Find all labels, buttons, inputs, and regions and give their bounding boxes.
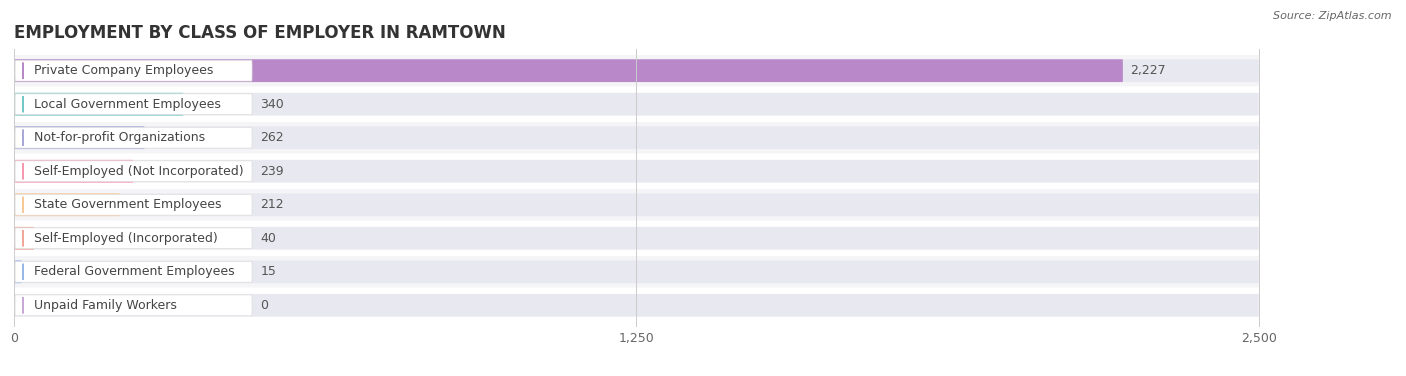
FancyBboxPatch shape bbox=[15, 127, 252, 148]
Text: 262: 262 bbox=[260, 131, 284, 144]
FancyBboxPatch shape bbox=[14, 227, 1258, 250]
FancyBboxPatch shape bbox=[14, 294, 1258, 317]
FancyBboxPatch shape bbox=[15, 228, 252, 249]
Text: 2,227: 2,227 bbox=[1130, 64, 1166, 77]
Text: 239: 239 bbox=[260, 165, 284, 178]
FancyBboxPatch shape bbox=[14, 261, 21, 283]
FancyBboxPatch shape bbox=[14, 59, 1258, 82]
Text: EMPLOYMENT BY CLASS OF EMPLOYER IN RAMTOWN: EMPLOYMENT BY CLASS OF EMPLOYER IN RAMTO… bbox=[14, 24, 506, 42]
FancyBboxPatch shape bbox=[15, 261, 252, 282]
FancyBboxPatch shape bbox=[14, 256, 1258, 288]
FancyBboxPatch shape bbox=[14, 88, 1258, 120]
FancyBboxPatch shape bbox=[14, 189, 1258, 220]
FancyBboxPatch shape bbox=[15, 94, 252, 115]
FancyBboxPatch shape bbox=[14, 261, 1258, 283]
FancyBboxPatch shape bbox=[14, 193, 1258, 216]
FancyBboxPatch shape bbox=[14, 93, 183, 115]
Text: Federal Government Employees: Federal Government Employees bbox=[34, 265, 235, 278]
Text: 340: 340 bbox=[260, 98, 284, 111]
FancyBboxPatch shape bbox=[14, 160, 134, 183]
FancyBboxPatch shape bbox=[14, 156, 1258, 187]
Text: 0: 0 bbox=[260, 299, 269, 312]
Text: Source: ZipAtlas.com: Source: ZipAtlas.com bbox=[1274, 11, 1392, 21]
FancyBboxPatch shape bbox=[14, 126, 145, 149]
FancyBboxPatch shape bbox=[14, 55, 1258, 86]
Text: Self-Employed (Incorporated): Self-Employed (Incorporated) bbox=[34, 232, 218, 245]
FancyBboxPatch shape bbox=[14, 227, 34, 250]
FancyBboxPatch shape bbox=[15, 60, 252, 81]
FancyBboxPatch shape bbox=[14, 160, 1258, 183]
FancyBboxPatch shape bbox=[14, 59, 1123, 82]
Text: Private Company Employees: Private Company Employees bbox=[34, 64, 214, 77]
Text: Self-Employed (Not Incorporated): Self-Employed (Not Incorporated) bbox=[34, 165, 243, 178]
FancyBboxPatch shape bbox=[14, 193, 120, 216]
FancyBboxPatch shape bbox=[15, 161, 252, 182]
FancyBboxPatch shape bbox=[15, 295, 252, 316]
FancyBboxPatch shape bbox=[14, 223, 1258, 254]
FancyBboxPatch shape bbox=[14, 126, 1258, 149]
FancyBboxPatch shape bbox=[14, 122, 1258, 153]
Text: Local Government Employees: Local Government Employees bbox=[34, 98, 221, 111]
Text: State Government Employees: State Government Employees bbox=[34, 198, 222, 211]
Text: Unpaid Family Workers: Unpaid Family Workers bbox=[34, 299, 177, 312]
FancyBboxPatch shape bbox=[14, 93, 1258, 115]
Text: 40: 40 bbox=[260, 232, 277, 245]
FancyBboxPatch shape bbox=[14, 290, 1258, 321]
Text: 212: 212 bbox=[260, 198, 284, 211]
Text: 15: 15 bbox=[260, 265, 277, 278]
FancyBboxPatch shape bbox=[15, 194, 252, 215]
Text: Not-for-profit Organizations: Not-for-profit Organizations bbox=[34, 131, 205, 144]
